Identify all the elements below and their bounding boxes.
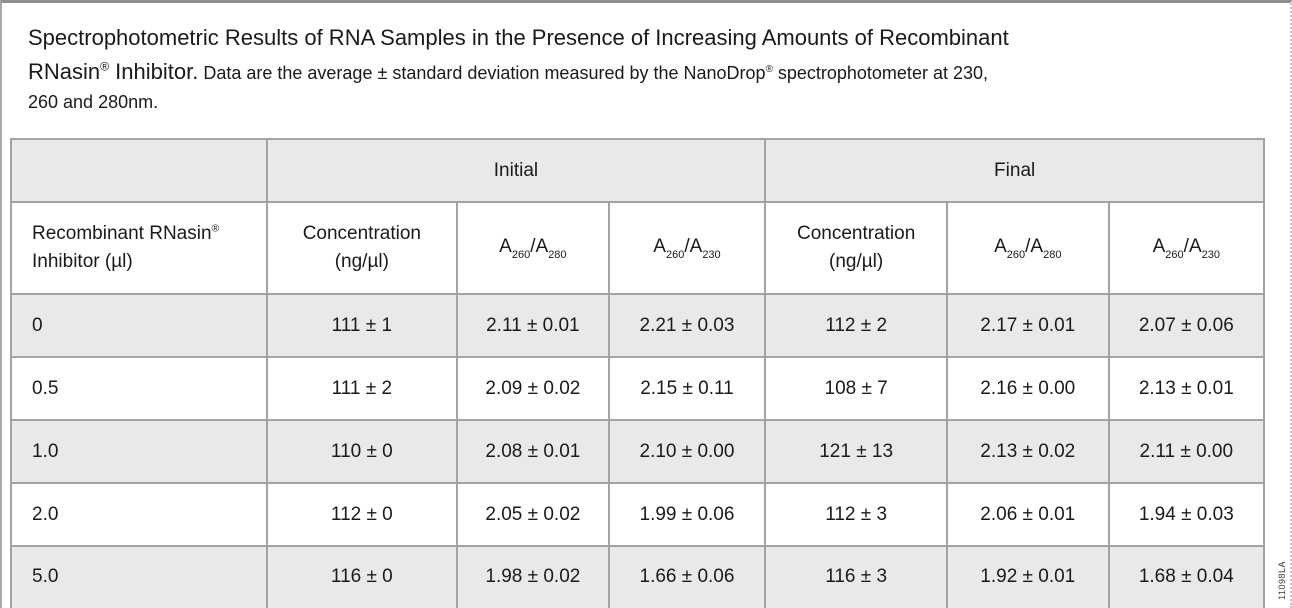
cell-initial-concentration: 112 ± 0	[265, 482, 459, 547]
caption-subtitle: Data are the average ± standard deviatio…	[198, 63, 988, 84]
cell-final-concentration: 116 ± 3	[764, 545, 948, 608]
column-header-inhibitor: Recombinant RNasin® Inhibitor (µl)	[10, 201, 268, 295]
table-row: 0.5 111 ± 2 2.09 ± 0.02 2.15 ± 0.11 108 …	[10, 356, 1266, 421]
cell-inhibitor: 1.0	[10, 419, 268, 484]
cell-initial-a260-a280: 2.11 ± 0.01	[456, 293, 610, 358]
cell-final-a260-a280: 2.16 ± 0.00	[945, 356, 1110, 421]
cell-initial-a260-a230: 2.10 ± 0.00	[607, 419, 767, 484]
cell-initial-a260-a280: 2.05 ± 0.02	[456, 482, 610, 547]
cell-initial-a260-a280: 2.09 ± 0.02	[456, 356, 610, 421]
cell-final-concentration: 112 ± 3	[764, 482, 948, 547]
cell-final-a260-a230: 2.13 ± 0.01	[1107, 356, 1266, 421]
column-header-final-a260-a280: A260/A280	[945, 201, 1110, 295]
column-header-initial-concentration: Concentration (ng/µl)	[265, 201, 459, 295]
registered-trademark-symbol: ®	[765, 64, 773, 76]
cell-initial-a260-a230: 1.66 ± 0.06	[607, 545, 767, 608]
table-row: 5.0 116 ± 0 1.98 ± 0.02 1.66 ± 0.06 116 …	[10, 545, 1266, 608]
column-header-initial-a260-a230: A260/A230	[607, 201, 767, 295]
cell-final-a260-a280: 1.92 ± 0.01	[945, 545, 1110, 608]
corner-cell	[10, 138, 268, 203]
table-row: 1.0 110 ± 0 2.08 ± 0.01 2.10 ± 0.00 121 …	[10, 419, 1266, 484]
caption-title-line1: Spectrophotometric Results of RNA Sample…	[28, 25, 1009, 50]
cell-initial-concentration: 116 ± 0	[265, 545, 459, 608]
table-row: 2.0 112 ± 0 2.05 ± 0.02 1.99 ± 0.06 112 …	[10, 482, 1266, 547]
cell-initial-a260-a230: 1.99 ± 0.06	[607, 482, 767, 547]
caption-title-line2: RNasin® Inhibitor.	[28, 59, 199, 85]
cell-inhibitor: 0.5	[10, 356, 268, 421]
group-header-initial: Initial	[265, 138, 767, 203]
column-header-final-concentration: Concentration (ng/µl)	[764, 201, 948, 295]
results-table: Initial Final Recombinant RNasin® Inhibi…	[10, 138, 1266, 608]
table-row: 0 111 ± 1 2.11 ± 0.01 2.21 ± 0.03 112 ± …	[10, 293, 1266, 358]
registered-trademark-symbol: ®	[211, 224, 220, 236]
group-header-row: Initial Final	[10, 138, 1265, 203]
figure-id-watermark: 11098LA	[1277, 561, 1287, 600]
cell-inhibitor: 0	[10, 293, 268, 358]
column-header-row: Recombinant RNasin® Inhibitor (µl) Conce…	[10, 201, 1266, 295]
cell-initial-concentration: 110 ± 0	[265, 419, 459, 484]
cell-final-a260-a280: 2.06 ± 0.01	[945, 482, 1110, 547]
cell-initial-a260-a230: 2.15 ± 0.11	[607, 356, 767, 421]
caption-subtitle-line3: 260 and 280nm.	[28, 92, 159, 113]
cell-final-a260-a230: 1.68 ± 0.04	[1107, 545, 1266, 608]
cell-final-concentration: 108 ± 7	[764, 356, 948, 421]
cell-initial-a260-a280: 2.08 ± 0.01	[456, 419, 610, 484]
cell-final-a260-a230: 2.11 ± 0.00	[1107, 419, 1266, 484]
cell-initial-concentration: 111 ± 2	[265, 356, 459, 421]
cell-inhibitor: 2.0	[10, 482, 268, 547]
cell-final-concentration: 112 ± 2	[764, 293, 948, 358]
table-caption: Spectrophotometric Results of RNA Sample…	[28, 21, 1250, 117]
cell-final-a260-a280: 2.17 ± 0.01	[945, 293, 1110, 358]
cell-final-a260-a280: 2.13 ± 0.02	[945, 419, 1110, 484]
cell-initial-concentration: 111 ± 1	[265, 293, 459, 358]
registered-trademark-symbol: ®	[100, 59, 110, 74]
cell-initial-a260-a280: 1.98 ± 0.02	[456, 545, 610, 608]
column-header-initial-a260-a280: A260/A280	[456, 201, 610, 295]
cell-initial-a260-a230: 2.21 ± 0.03	[607, 293, 767, 358]
column-header-final-a260-a230: A260/A230	[1107, 201, 1266, 295]
cell-final-concentration: 121 ± 13	[764, 419, 948, 484]
cell-inhibitor: 5.0	[10, 545, 268, 608]
cell-final-a260-a230: 2.07 ± 0.06	[1107, 293, 1266, 358]
cell-final-a260-a230: 1.94 ± 0.03	[1107, 482, 1266, 547]
group-header-final: Final	[764, 138, 1265, 203]
